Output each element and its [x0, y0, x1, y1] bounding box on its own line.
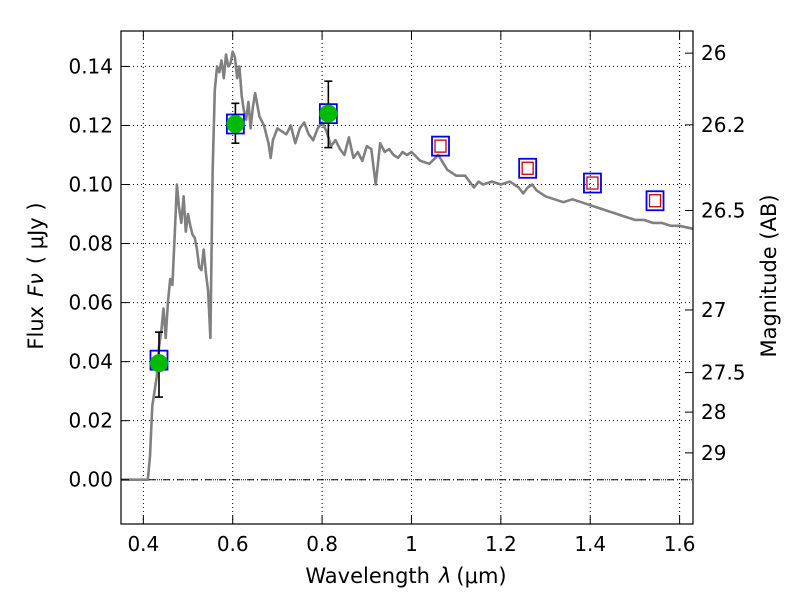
x-axis-title-unit: (μm)	[456, 564, 506, 588]
observed-point	[319, 104, 338, 123]
sed-model-line	[121, 50, 694, 481]
observed-point	[149, 354, 168, 373]
y-tick-label: 0.06	[68, 291, 113, 315]
right-axis-title: Magnitude (AB)	[757, 194, 781, 357]
model-box-outer	[518, 157, 538, 179]
model-box-outer	[431, 135, 450, 157]
y-tick-label: 0.12	[68, 113, 113, 137]
right-tick-label: 26	[701, 41, 726, 65]
x-axis-title-prefix: Wavelength	[305, 564, 430, 588]
model-box-inner	[648, 194, 662, 208]
axes-frame	[120, 30, 694, 525]
model-box-outer	[583, 172, 602, 194]
points-layer	[149, 80, 665, 398]
y-axis-title: Flux Fν ( μJy )	[24, 202, 48, 349]
labels-layer: 0.4 0.6 0.8 1 1.2 1.4 1.6 0.00 0.02 0.04 0.06 0.08 0…	[68, 41, 745, 556]
x-tick-label: 1	[405, 532, 418, 556]
y-axis-title-prefix: Flux	[24, 306, 48, 350]
x-tick-label: 1.6	[664, 532, 696, 556]
right-tick-label: 29	[701, 441, 726, 465]
x-axis-title: Wavelength λ (μm)	[305, 564, 506, 588]
x-tick-label: 1.4	[574, 532, 606, 556]
y-tick-label: 0.10	[68, 173, 113, 197]
model-box-inner	[434, 139, 447, 153]
right-tick-label: 28	[701, 400, 726, 424]
y-axis-title-unit: ( μJy )	[24, 202, 48, 264]
x-axis-title-symbol: λ	[438, 564, 451, 588]
y-tick-label: 0.08	[68, 232, 113, 256]
y-tick-label: 0.00	[68, 468, 113, 492]
right-tick-label: 27	[701, 298, 726, 322]
axes-layer	[120, 30, 694, 525]
model-box-inner	[521, 161, 534, 175]
y-tick-label: 0.02	[68, 409, 113, 433]
y-tick-label: 0.14	[68, 54, 113, 78]
y-tick-label: 0.04	[68, 350, 113, 374]
x-tick-label: 0.6	[217, 532, 249, 556]
observed-point	[226, 114, 245, 133]
model-box-outer	[645, 190, 665, 212]
sed-layer	[121, 50, 694, 481]
right-tick-label: 26.5	[701, 198, 746, 222]
right-tick-label: 27.5	[701, 361, 746, 385]
x-tick-label: 0.8	[306, 532, 338, 556]
x-tick-label: 0.4	[127, 532, 159, 556]
x-tick-label: 1.2	[485, 532, 517, 556]
y-axis-title-symbol: Fν	[24, 273, 48, 297]
right-tick-label: 26.2	[701, 113, 746, 137]
model-box-inner	[586, 176, 599, 190]
